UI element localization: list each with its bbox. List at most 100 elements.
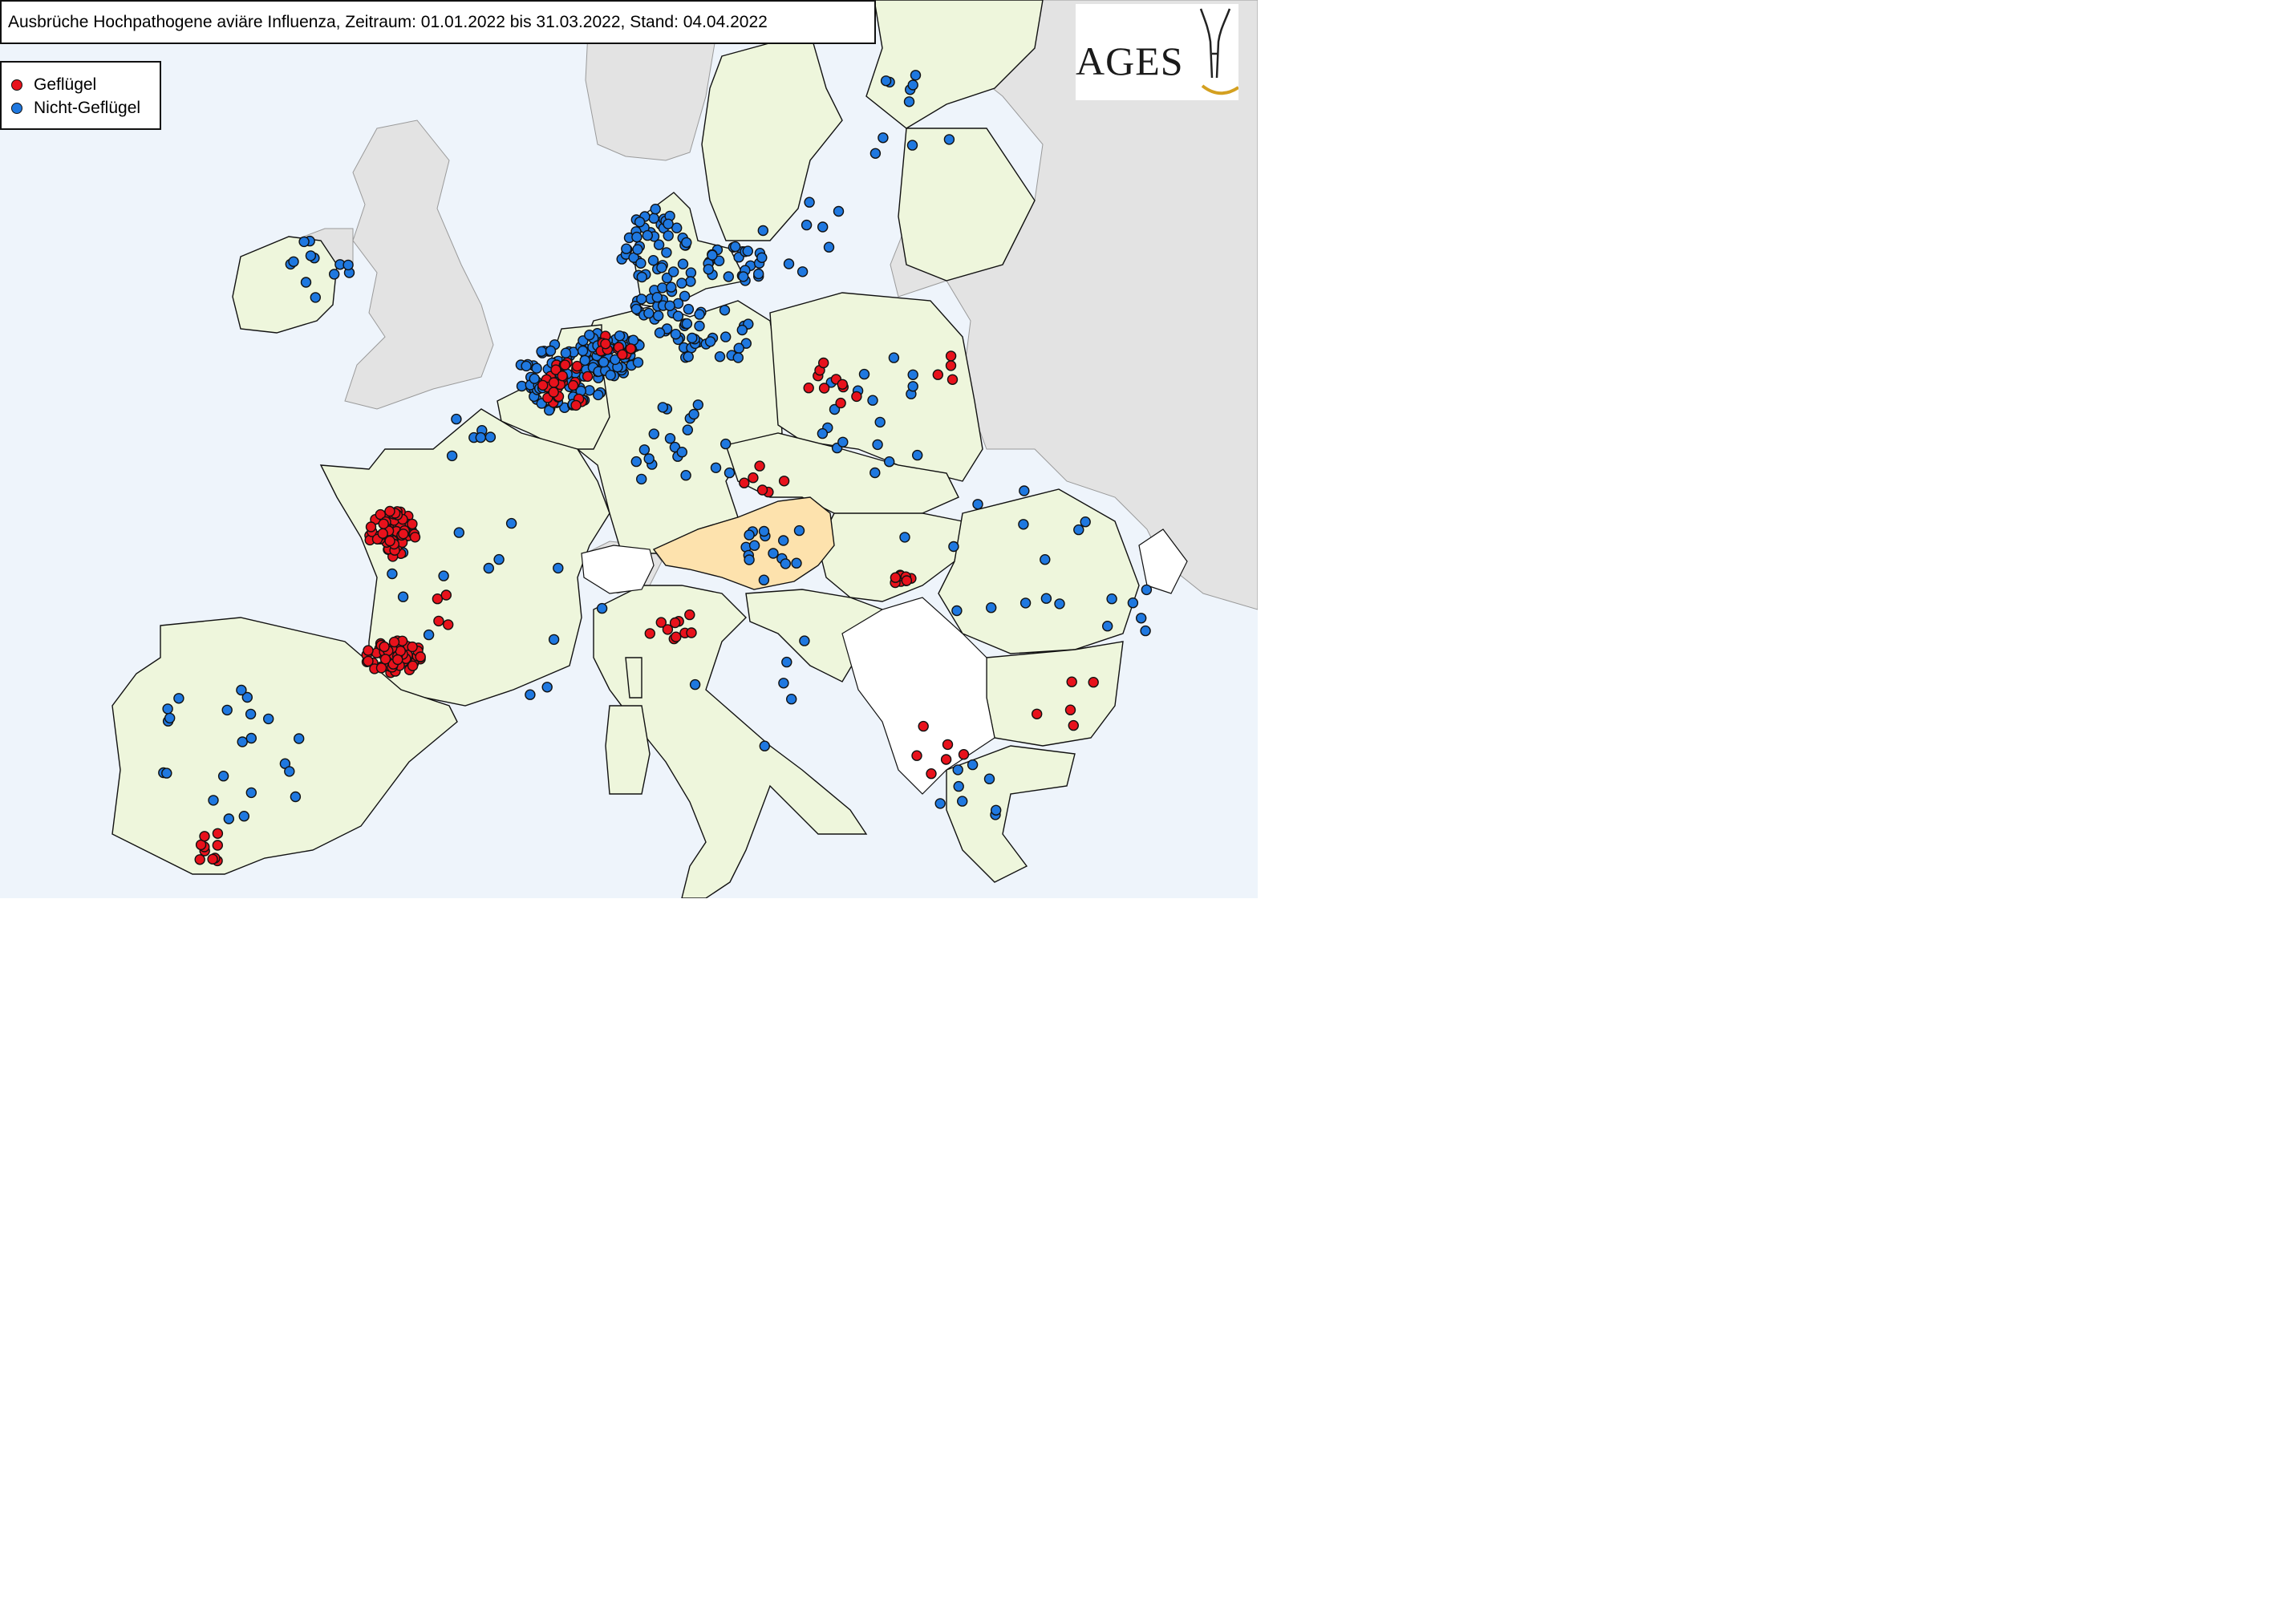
- wild-marker: [329, 269, 340, 280]
- poultry-marker: [207, 853, 218, 865]
- wild-marker: [621, 243, 632, 254]
- wild-marker: [245, 787, 257, 799]
- wild-marker: [648, 428, 659, 439]
- wild-marker: [284, 766, 295, 777]
- wild-marker: [648, 213, 659, 224]
- wild-marker: [878, 132, 889, 144]
- wild-marker: [656, 262, 667, 273]
- wild-marker: [786, 694, 797, 705]
- wild-dot-icon: [11, 102, 22, 114]
- wild-marker: [710, 462, 722, 473]
- wild-marker: [758, 574, 770, 585]
- legend-item-poultry: Geflügel: [11, 73, 160, 96]
- wild-marker: [475, 431, 486, 443]
- wild-marker: [972, 499, 983, 510]
- poultry-marker: [818, 383, 830, 394]
- wild-marker: [438, 570, 449, 581]
- wild-marker: [298, 236, 310, 248]
- wild-marker: [593, 389, 604, 401]
- wild-marker: [778, 678, 789, 689]
- wild-marker: [720, 438, 732, 450]
- wild-marker: [516, 380, 528, 392]
- wild-marker: [632, 244, 643, 255]
- poultry-marker: [378, 518, 389, 529]
- poultry-marker: [559, 359, 571, 371]
- wild-marker: [634, 217, 646, 228]
- poultry-marker: [365, 521, 377, 533]
- poultry-marker: [212, 840, 223, 851]
- poultry-outbreak-markers: [194, 330, 1099, 867]
- wild-marker: [793, 524, 805, 537]
- corsica: [625, 657, 642, 699]
- wild-marker: [907, 79, 918, 91]
- wild-marker: [397, 591, 409, 602]
- france: [319, 408, 610, 707]
- poultry-marker: [942, 739, 954, 751]
- wild-marker: [1135, 613, 1147, 624]
- wild-marker: [610, 354, 621, 366]
- wild-marker: [797, 266, 809, 277]
- wild-marker: [683, 351, 694, 362]
- wild-marker: [907, 381, 918, 392]
- wild-marker: [643, 307, 655, 319]
- wild-marker: [781, 656, 792, 668]
- finland: [865, 0, 1044, 129]
- wild-marker: [630, 456, 642, 468]
- wild-marker: [732, 352, 744, 363]
- poultry-marker: [1064, 704, 1076, 715]
- poultry-marker: [384, 505, 395, 517]
- wild-marker: [657, 282, 668, 294]
- poultry-marker: [1066, 676, 1077, 687]
- poultry-marker: [440, 589, 452, 601]
- wild-marker: [161, 767, 172, 779]
- wild-marker: [635, 257, 647, 269]
- wild-marker: [584, 330, 595, 341]
- wild-marker: [294, 733, 305, 744]
- poultry-marker: [655, 617, 667, 628]
- poultry-marker: [890, 572, 902, 583]
- wild-marker: [642, 229, 653, 241]
- wild-marker: [676, 277, 687, 289]
- wild-marker: [217, 771, 229, 782]
- wild-marker: [899, 532, 910, 543]
- wild-marker: [241, 691, 253, 703]
- wild-marker: [724, 467, 736, 479]
- logo-figure-icon: [1199, 8, 1238, 95]
- wild-marker: [650, 204, 661, 215]
- wild-marker: [833, 205, 845, 217]
- poultry-marker: [379, 654, 391, 665]
- wild-marker: [733, 342, 744, 354]
- poultry-marker: [433, 615, 444, 627]
- sweden: [701, 31, 843, 241]
- wild-marker: [687, 332, 698, 344]
- poultry-marker: [377, 528, 388, 539]
- poultry-marker: [409, 532, 421, 543]
- legend-label-wild: Nicht-Geflügel: [34, 98, 141, 117]
- wild-marker: [704, 336, 716, 347]
- wild-marker: [531, 362, 542, 374]
- poultry-marker: [835, 397, 846, 409]
- wild-marker: [682, 424, 693, 435]
- wild-marker: [983, 773, 995, 784]
- greece: [946, 745, 1076, 883]
- wild-marker: [671, 222, 683, 233]
- wild-marker: [757, 225, 768, 237]
- poultry-marker: [567, 379, 579, 391]
- wild-marker: [742, 245, 753, 257]
- wild-marker: [858, 368, 870, 380]
- wild-marker: [888, 352, 900, 363]
- switzerland: [581, 545, 655, 594]
- wild-marker: [934, 798, 946, 809]
- poultry-marker: [388, 636, 400, 648]
- wild-marker: [423, 629, 435, 641]
- wild-marker: [1018, 519, 1029, 530]
- poultry-marker: [570, 399, 582, 411]
- poultry-marker: [837, 379, 849, 390]
- wild-marker: [956, 796, 968, 807]
- wild-marker: [1040, 593, 1052, 604]
- poultry-marker: [1088, 677, 1099, 688]
- poultry-marker: [194, 854, 205, 865]
- poultry-marker: [817, 357, 829, 369]
- wild-marker: [263, 713, 274, 725]
- wild-marker: [910, 70, 922, 81]
